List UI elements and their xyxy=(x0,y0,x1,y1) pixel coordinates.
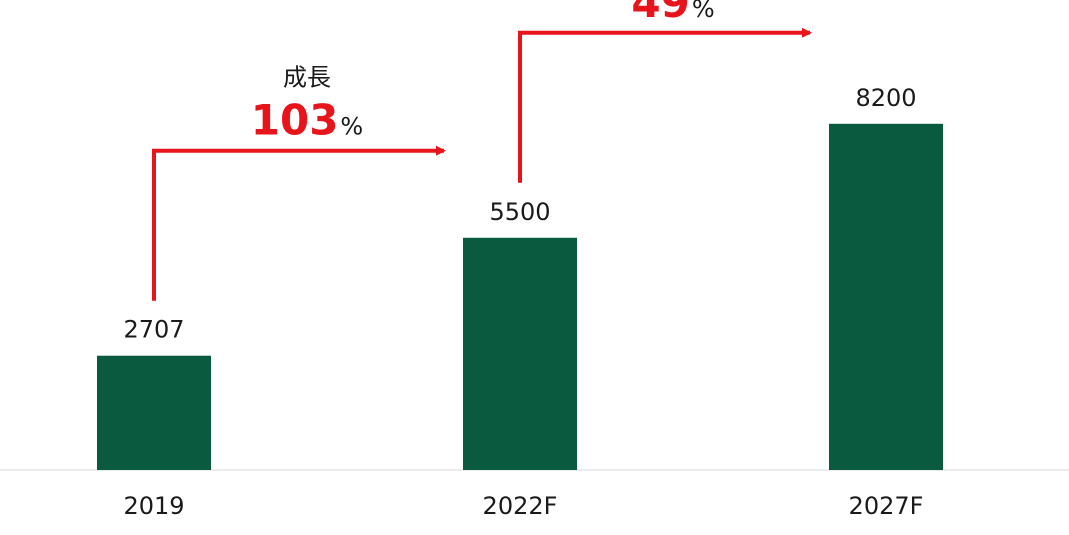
bar-2019 xyxy=(97,356,211,470)
growth-percent-unit-2: % xyxy=(692,0,715,23)
value-label-2019: 2707 xyxy=(123,316,184,344)
growth-value-1: 103% xyxy=(251,96,363,145)
growth-value-2: 49% xyxy=(631,0,714,27)
growth-arrow-1 xyxy=(154,151,444,301)
growth-percent-number-1: 103 xyxy=(251,96,339,145)
x-tick-labels-group: 2019 2022F 2027F xyxy=(123,492,923,520)
value-label-2027f: 8200 xyxy=(855,84,916,112)
value-label-2022f: 5500 xyxy=(489,198,550,226)
x-tick-label-2022f: 2022F xyxy=(483,492,558,520)
growth-label-1: 成長 xyxy=(283,64,331,92)
x-tick-label-2019: 2019 xyxy=(123,492,184,520)
bar-2027f xyxy=(829,124,943,470)
growth-arrow-2 xyxy=(520,33,810,183)
bar-2022f xyxy=(463,238,577,470)
growth-percent-unit-1: % xyxy=(340,113,363,141)
growth-percent-number-2: 49 xyxy=(631,0,689,27)
x-tick-label-2027f: 2027F xyxy=(849,492,924,520)
